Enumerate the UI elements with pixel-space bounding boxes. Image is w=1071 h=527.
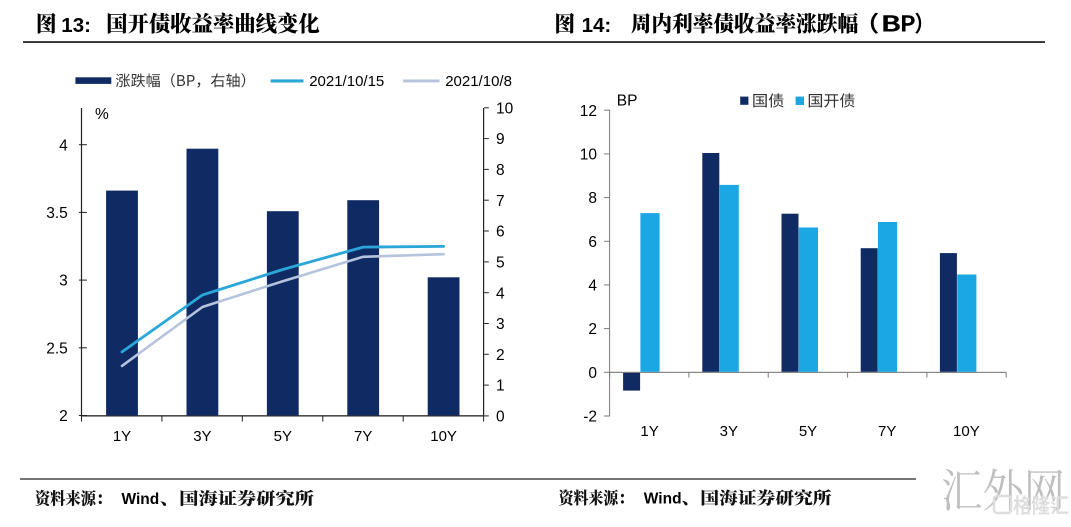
svg-text:6: 6 <box>588 234 597 251</box>
svg-text:2: 2 <box>59 408 68 425</box>
svg-text:7Y: 7Y <box>354 428 372 445</box>
svg-text:3.5: 3.5 <box>46 205 68 222</box>
svg-text:%: % <box>95 106 109 123</box>
svg-text:3Y: 3Y <box>720 423 738 440</box>
svg-text:4: 4 <box>588 278 597 295</box>
svg-text:10Y: 10Y <box>430 428 457 445</box>
svg-text:7: 7 <box>496 193 505 210</box>
svg-text:2021/10/8: 2021/10/8 <box>445 73 512 90</box>
svg-text:3: 3 <box>496 316 505 333</box>
svg-text:10: 10 <box>496 100 514 117</box>
svg-text:6: 6 <box>496 224 505 241</box>
svg-text:8: 8 <box>496 162 505 179</box>
svg-text:10Y: 10Y <box>953 423 980 440</box>
svg-text:2021/10/15: 2021/10/15 <box>309 73 384 90</box>
svg-text:5Y: 5Y <box>274 428 292 445</box>
svg-text:4: 4 <box>496 285 505 302</box>
svg-text:3Y: 3Y <box>193 428 211 445</box>
svg-text:Wind: Wind <box>644 491 682 508</box>
svg-text:BP: BP <box>617 92 638 109</box>
svg-text:2: 2 <box>588 321 597 338</box>
svg-text:1Y: 1Y <box>113 428 131 445</box>
svg-text:9: 9 <box>496 131 505 148</box>
svg-text:5: 5 <box>496 255 505 272</box>
svg-text:3: 3 <box>59 273 68 290</box>
svg-text:0: 0 <box>496 409 505 426</box>
svg-text:13:: 13: <box>61 14 91 37</box>
svg-text:2: 2 <box>496 347 505 364</box>
svg-text:0: 0 <box>588 365 597 382</box>
svg-text:1: 1 <box>496 378 505 395</box>
svg-text:14:: 14: <box>582 14 612 37</box>
svg-text:2.5: 2.5 <box>46 340 68 357</box>
svg-text:8: 8 <box>588 190 597 207</box>
svg-text:10: 10 <box>580 147 598 164</box>
svg-text:Wind: Wind <box>122 491 160 508</box>
svg-text:4: 4 <box>59 137 68 154</box>
svg-text:-2: -2 <box>583 409 597 426</box>
svg-text:7Y: 7Y <box>878 423 896 440</box>
svg-text:12: 12 <box>580 103 597 120</box>
svg-text:1Y: 1Y <box>640 423 658 440</box>
svg-text:5Y: 5Y <box>799 423 817 440</box>
